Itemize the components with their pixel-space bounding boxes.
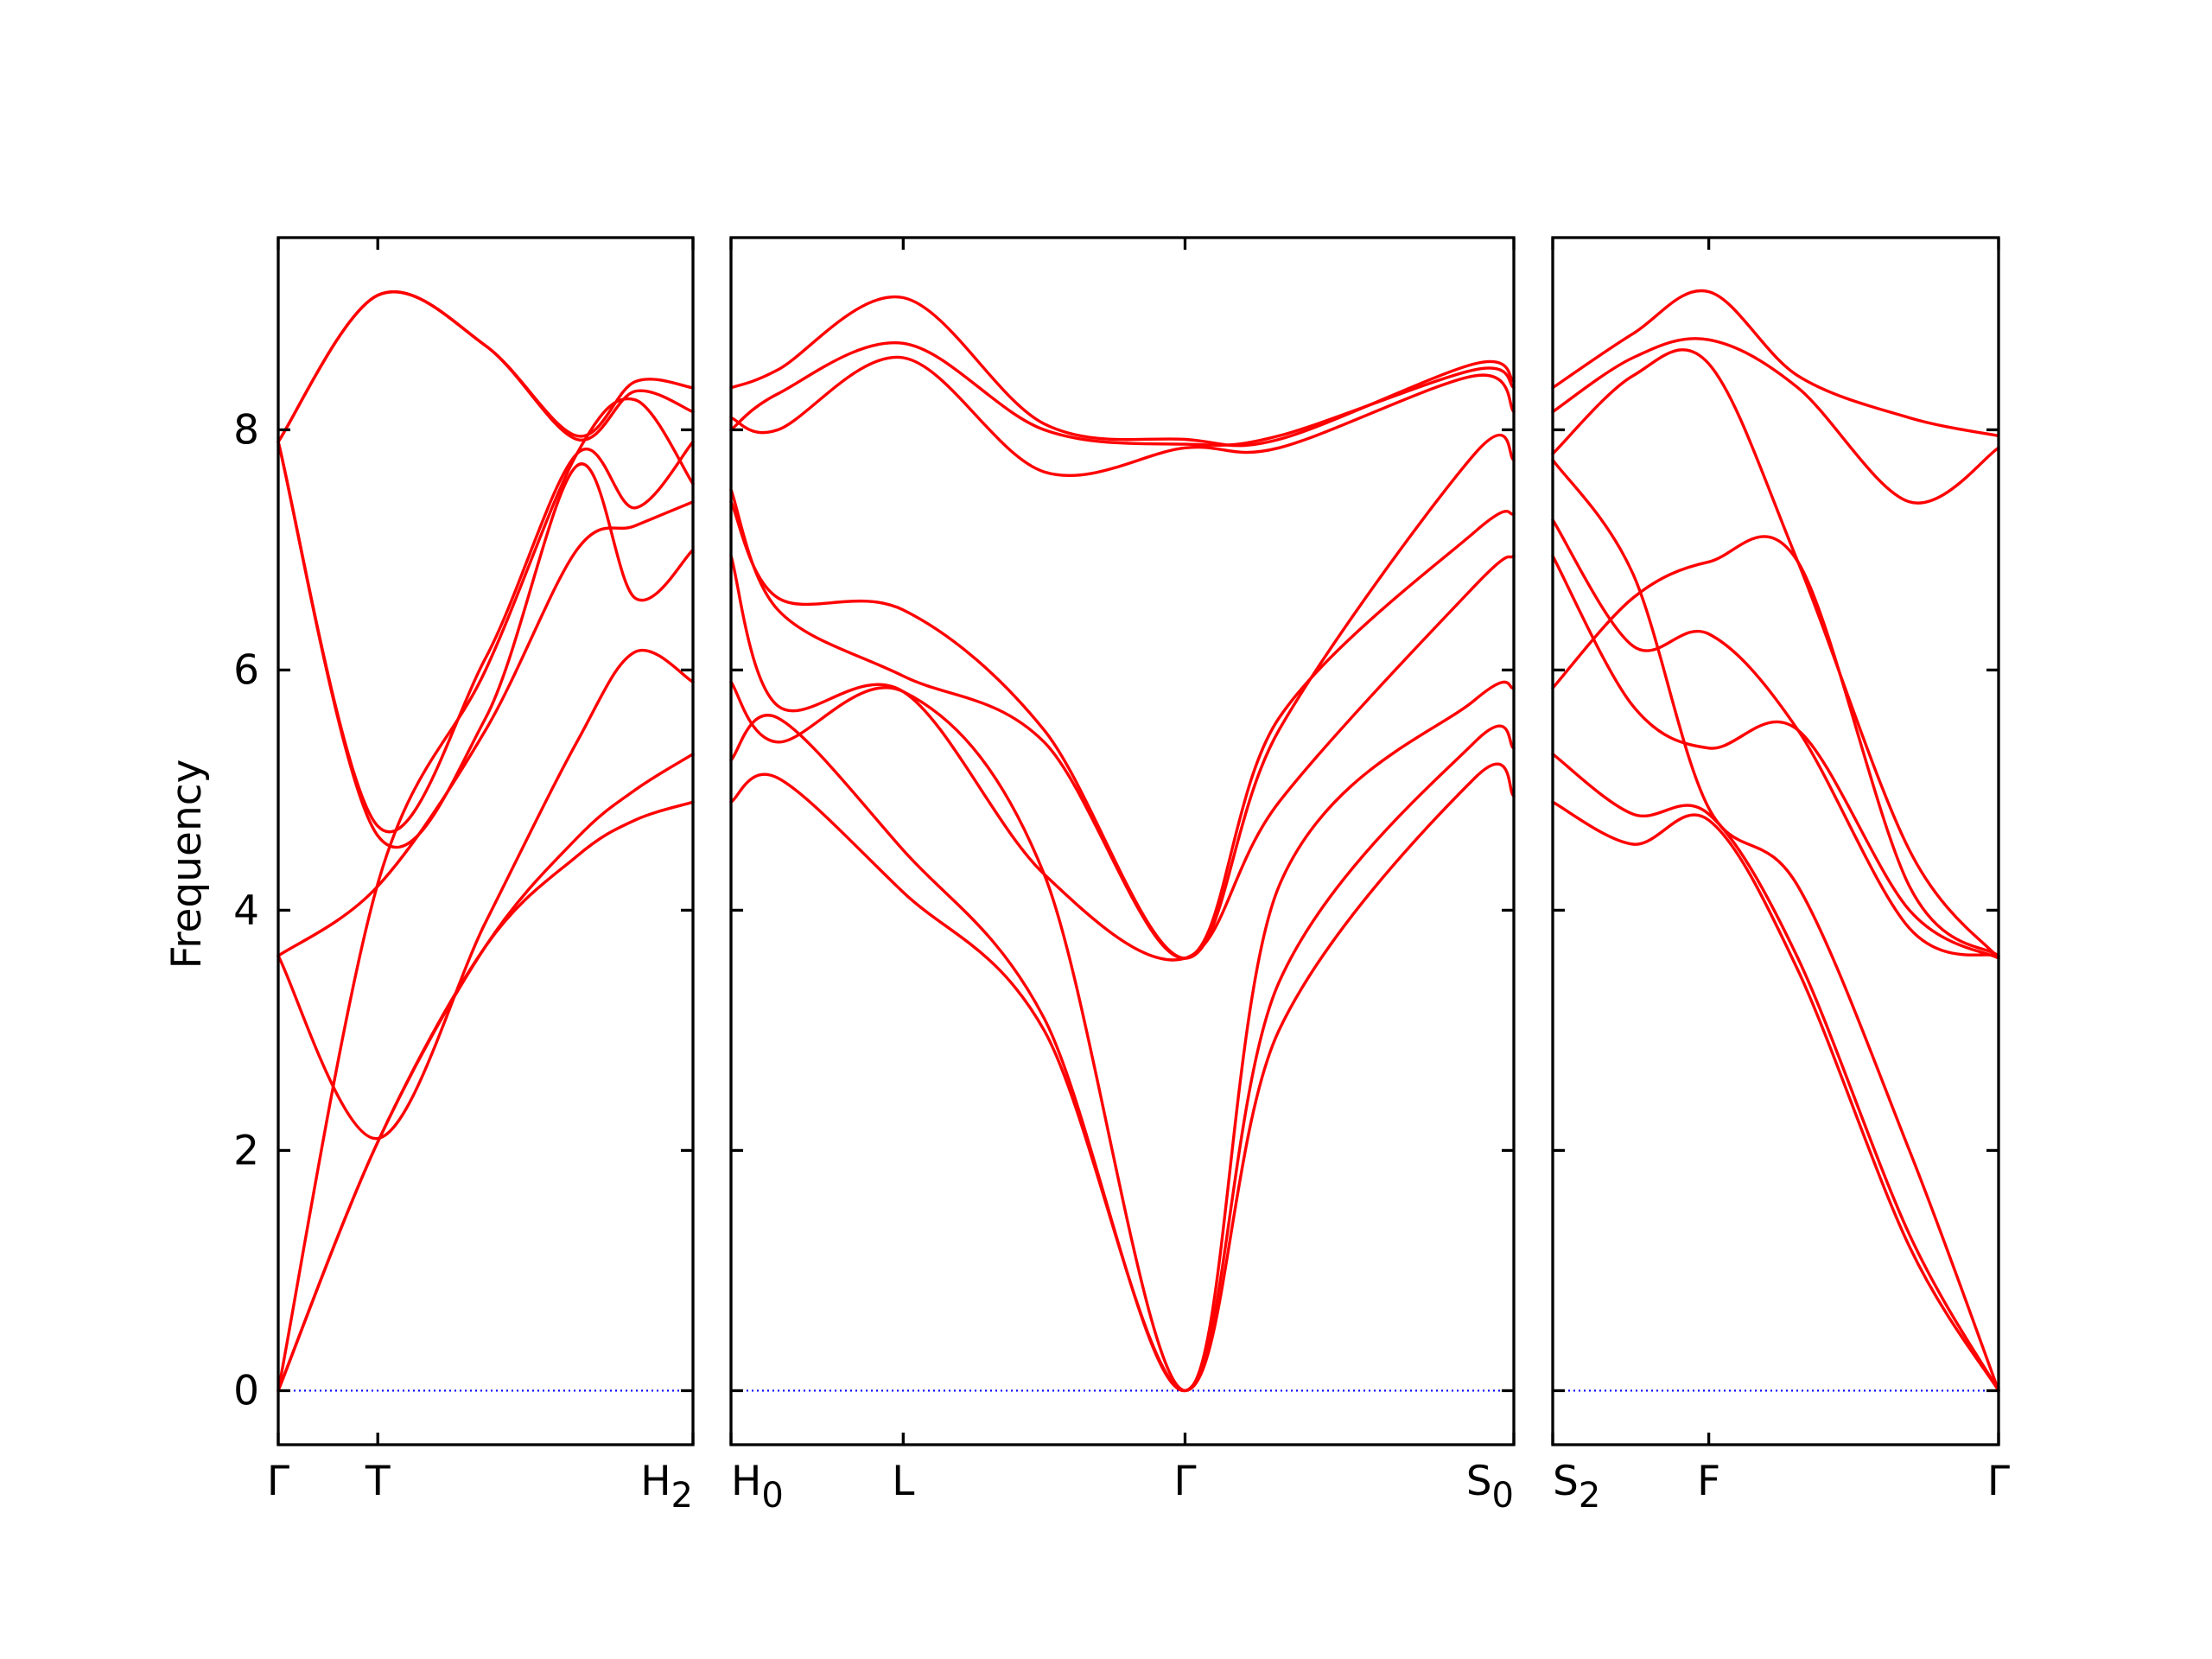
band-line-5: [729, 488, 1516, 960]
band-line-3: [1551, 535, 2000, 957]
band-line-8: [729, 340, 1516, 447]
band-line-4: [276, 440, 695, 849]
x-tick-label: L: [892, 1458, 914, 1505]
y-axis-label: Frequency: [163, 760, 211, 969]
band-line-7: [729, 355, 1516, 477]
x-tick-label: S0: [1466, 1458, 1514, 1516]
band-line-1: [1551, 800, 2000, 1393]
x-tick-label: Γ: [1173, 1458, 1196, 1505]
y-tick-label: 0: [233, 1367, 259, 1414]
x-tick-label: F: [1697, 1458, 1720, 1505]
band-line-9: [276, 289, 695, 443]
band-line-5: [1551, 518, 2000, 957]
x-tick-label: H0: [731, 1458, 784, 1516]
band-line-4: [1551, 554, 2000, 960]
chart-panels: 0 2 4 6 8 Γ T H2 H0 L Γ S0 S2 F Γ: [233, 236, 2010, 1516]
x-tick-label: Γ: [267, 1458, 289, 1505]
band-line-2: [729, 714, 1516, 1393]
band-panel-2: H0 L Γ S0: [729, 236, 1516, 1516]
band-line-7: [276, 440, 695, 834]
band-panel-3: S2 F Γ: [1551, 236, 2010, 1516]
x-tick-label: Γ: [1987, 1458, 2010, 1505]
band-line-9: [729, 295, 1516, 448]
band-line-9: [1551, 289, 2000, 438]
band-line-2: [276, 753, 695, 1393]
plot-frame: [729, 236, 1516, 1446]
band-line-1: [276, 800, 695, 1393]
band-line-7: [1551, 348, 2000, 960]
band-panel-1: 0 2 4 6 8 Γ T H2: [233, 236, 695, 1516]
band-line-1: [729, 762, 1516, 1393]
x-tick-label: H2: [640, 1458, 693, 1516]
plot-frame: [276, 236, 695, 1446]
band-line-8: [1551, 337, 2000, 505]
band-line-3: [276, 648, 695, 1141]
y-tick-label: 2: [233, 1127, 259, 1174]
band-line-5: [276, 500, 695, 957]
band-line-8: [276, 289, 695, 443]
band-line-2: [1551, 753, 2000, 1393]
band-line-6: [729, 433, 1516, 960]
x-tick-label: S2: [1553, 1458, 1600, 1516]
y-tick-label: 8: [233, 406, 259, 454]
plot-frame: [1551, 236, 2000, 1446]
band-line-6: [1551, 458, 2000, 1393]
x-tick-label: T: [365, 1458, 391, 1505]
y-tick-label: 4: [233, 887, 259, 934]
y-tick-label: 6: [233, 646, 259, 694]
band-line-3: [729, 680, 1516, 1393]
band-line-6: [276, 397, 695, 1393]
band-line-4: [729, 554, 1516, 962]
